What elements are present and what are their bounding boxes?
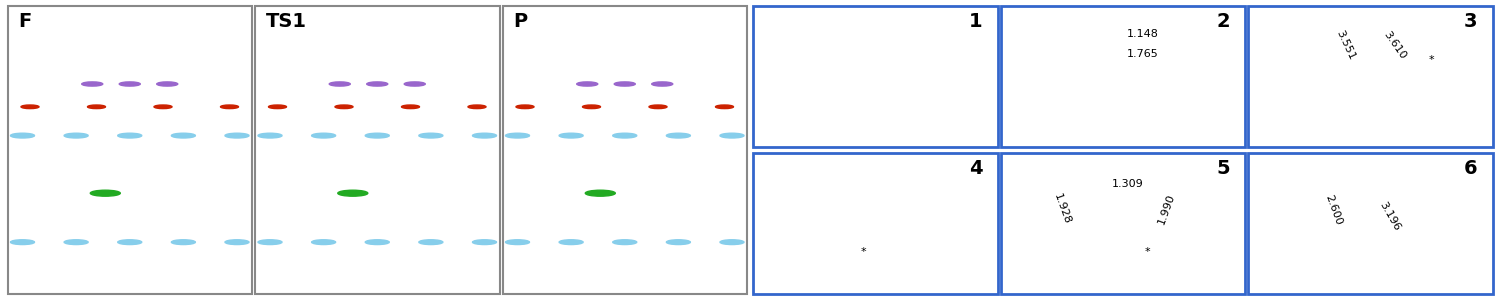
Circle shape [334, 105, 352, 109]
Text: 2.600: 2.600 [1323, 193, 1344, 226]
Circle shape [225, 133, 249, 138]
Text: 4: 4 [969, 159, 982, 178]
Circle shape [82, 82, 102, 86]
FancyBboxPatch shape [503, 6, 747, 294]
Text: 1.765: 1.765 [1126, 49, 1158, 59]
Text: 3.610: 3.610 [1382, 30, 1408, 61]
Circle shape [652, 82, 674, 86]
Circle shape [615, 82, 636, 86]
Circle shape [90, 190, 120, 196]
Circle shape [312, 133, 336, 138]
FancyBboxPatch shape [1248, 153, 1492, 294]
Text: 3.551: 3.551 [1335, 29, 1358, 62]
Circle shape [171, 133, 195, 138]
Circle shape [225, 240, 249, 244]
Circle shape [156, 82, 178, 86]
FancyBboxPatch shape [1000, 6, 1245, 147]
Circle shape [666, 240, 690, 244]
Circle shape [338, 190, 368, 196]
FancyBboxPatch shape [754, 6, 996, 147]
Circle shape [516, 105, 534, 109]
FancyBboxPatch shape [256, 164, 498, 294]
Text: *: * [1144, 247, 1150, 257]
Circle shape [419, 240, 442, 244]
FancyBboxPatch shape [1248, 6, 1492, 147]
Text: 6: 6 [1464, 159, 1478, 178]
Text: F: F [18, 12, 32, 31]
Text: 5: 5 [1216, 159, 1230, 178]
Circle shape [258, 133, 282, 138]
Circle shape [312, 240, 336, 244]
Circle shape [258, 240, 282, 244]
Circle shape [21, 105, 39, 109]
Circle shape [64, 133, 88, 138]
Text: 3.196: 3.196 [1377, 200, 1402, 233]
Circle shape [506, 133, 530, 138]
FancyBboxPatch shape [1250, 153, 1491, 294]
Circle shape [220, 105, 238, 109]
Text: P: P [513, 12, 526, 31]
Circle shape [120, 82, 141, 86]
Circle shape [612, 133, 636, 138]
Circle shape [468, 105, 486, 109]
FancyBboxPatch shape [1002, 153, 1244, 294]
Circle shape [117, 240, 141, 244]
FancyBboxPatch shape [504, 9, 746, 164]
Circle shape [472, 240, 496, 244]
FancyBboxPatch shape [9, 9, 250, 164]
Text: 1.309: 1.309 [1112, 179, 1143, 189]
Circle shape [330, 82, 350, 86]
Circle shape [506, 240, 530, 244]
Text: 1.928: 1.928 [1052, 193, 1072, 226]
Text: *: * [859, 247, 865, 257]
FancyBboxPatch shape [504, 164, 746, 294]
Circle shape [582, 105, 600, 109]
Text: TS1: TS1 [266, 12, 306, 31]
Circle shape [716, 105, 734, 109]
FancyBboxPatch shape [1000, 153, 1245, 294]
Circle shape [419, 133, 442, 138]
Circle shape [64, 240, 88, 244]
Circle shape [720, 240, 744, 244]
Circle shape [585, 190, 615, 196]
Circle shape [472, 133, 496, 138]
Circle shape [402, 105, 420, 109]
FancyBboxPatch shape [753, 153, 998, 294]
Circle shape [268, 105, 286, 109]
FancyBboxPatch shape [754, 153, 996, 294]
Text: 1: 1 [969, 12, 982, 31]
Text: 1.990: 1.990 [1156, 193, 1178, 226]
FancyBboxPatch shape [753, 6, 998, 147]
Circle shape [650, 105, 668, 109]
Circle shape [405, 82, 426, 86]
Text: 2: 2 [1216, 12, 1230, 31]
Circle shape [720, 133, 744, 138]
Circle shape [560, 133, 584, 138]
FancyBboxPatch shape [255, 6, 500, 294]
Circle shape [10, 240, 34, 244]
Text: 1.148: 1.148 [1126, 29, 1158, 39]
Circle shape [612, 240, 636, 244]
Circle shape [87, 105, 105, 109]
FancyBboxPatch shape [8, 6, 252, 294]
Circle shape [666, 133, 690, 138]
Circle shape [366, 133, 390, 138]
Circle shape [576, 82, 597, 86]
FancyBboxPatch shape [256, 9, 498, 164]
Circle shape [10, 133, 34, 138]
Text: *: * [1428, 55, 1434, 64]
Circle shape [117, 133, 141, 138]
Circle shape [366, 240, 390, 244]
Text: 3: 3 [1464, 12, 1478, 31]
Circle shape [560, 240, 584, 244]
FancyBboxPatch shape [9, 164, 250, 294]
FancyBboxPatch shape [1002, 6, 1244, 147]
Circle shape [171, 240, 195, 244]
Circle shape [366, 82, 387, 86]
Circle shape [154, 105, 172, 109]
FancyBboxPatch shape [1250, 6, 1491, 147]
